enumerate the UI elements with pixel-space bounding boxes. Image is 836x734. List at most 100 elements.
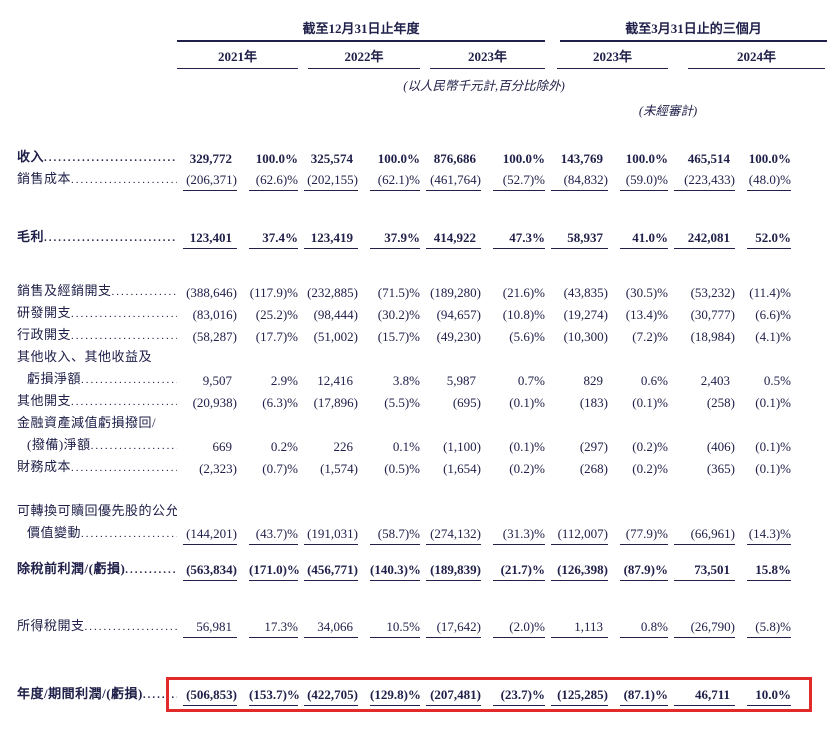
row-label: 銷售成本 bbox=[17, 169, 177, 191]
cell-value: 56,981 bbox=[177, 616, 237, 638]
cell-value: 143,769 bbox=[545, 147, 608, 169]
cell-value: 9,507 bbox=[177, 369, 237, 391]
cell-percent bbox=[608, 413, 668, 435]
cell-percent: (0.1)% bbox=[735, 435, 791, 457]
spacer-row bbox=[17, 545, 836, 559]
cell-value: 123,401 bbox=[177, 227, 237, 249]
dot-leader bbox=[44, 228, 177, 248]
cell-value: (51,002) bbox=[298, 325, 358, 347]
cell-value: 123,419 bbox=[298, 227, 358, 249]
percent-text: (0.1)% bbox=[632, 395, 669, 410]
cell-percent: (2.0)% bbox=[481, 616, 546, 638]
cell-percent: 0.7% bbox=[481, 369, 545, 391]
cell-percent: (10.8)% bbox=[481, 303, 545, 325]
cell-value: 73,501 bbox=[668, 559, 736, 581]
cell-value bbox=[177, 501, 237, 523]
cell-value bbox=[298, 501, 358, 523]
cell-value: (189,839) bbox=[420, 559, 481, 581]
cell-value: (297) bbox=[545, 435, 608, 457]
row-label-text: 銷售及經銷開支 bbox=[17, 283, 112, 298]
cell-value: (563,834) bbox=[177, 559, 237, 581]
cell-value: 242,081 bbox=[668, 227, 736, 249]
cell-value: (126,398) bbox=[545, 559, 609, 581]
value-text: 242,081 bbox=[674, 228, 736, 249]
value-text: 829 bbox=[583, 373, 604, 388]
cell-value: (125,285) bbox=[545, 684, 609, 712]
percent-text: (2.0)% bbox=[493, 617, 546, 638]
cell-percent: (5.6)% bbox=[481, 325, 545, 347]
cell-value bbox=[545, 347, 608, 369]
cell-value bbox=[668, 413, 735, 435]
row-label: 價值變動 bbox=[17, 523, 177, 545]
cell-percent: (6.6)% bbox=[735, 303, 791, 325]
value-text: (232,885) bbox=[307, 285, 358, 300]
cell-percent: 10.5% bbox=[358, 616, 420, 638]
spacer-cell bbox=[791, 347, 836, 369]
row-label: (撥備)淨額 bbox=[17, 435, 177, 457]
value-text: (17,642) bbox=[426, 617, 481, 638]
percent-text: (0.1)% bbox=[755, 395, 792, 410]
cell-percent: (31.3)% bbox=[481, 523, 546, 545]
cell-percent: (17.7)% bbox=[237, 325, 298, 347]
value-text: (53,232) bbox=[690, 285, 736, 300]
cell-percent bbox=[608, 347, 668, 369]
cell-percent bbox=[358, 501, 420, 523]
cell-percent: (21.7)% bbox=[481, 559, 546, 581]
table-row: 除稅前利潤/(虧損) (563,834) (171.0)%(456,771) (140… bbox=[17, 559, 836, 581]
percent-text: (117.9)% bbox=[249, 285, 298, 300]
cell-percent bbox=[237, 347, 298, 369]
value-text: (695) bbox=[452, 395, 481, 410]
percent-text: 100.0% bbox=[377, 151, 420, 166]
row-label: 其他開支 bbox=[17, 391, 177, 413]
header-spacer bbox=[17, 69, 177, 94]
currency-note: (以人民幣千元計,百分比除外) bbox=[403, 79, 565, 93]
value-text: (19,274) bbox=[563, 307, 609, 322]
percent-text: 41.0% bbox=[620, 228, 669, 249]
cell-value: 5,987 bbox=[420, 369, 481, 391]
percent-text: (7.2)% bbox=[632, 329, 669, 344]
cell-percent: 15.8% bbox=[735, 559, 792, 581]
cell-percent: (15.7)% bbox=[358, 325, 420, 347]
percent-text: 2.9% bbox=[270, 373, 298, 388]
value-text: 56,981 bbox=[183, 617, 237, 638]
cell-percent bbox=[735, 501, 791, 523]
cell-value: (1,100) bbox=[420, 435, 481, 457]
cell-value: (49,230) bbox=[420, 325, 481, 347]
percent-text: 0.5% bbox=[763, 373, 792, 388]
percent-text: 0.1% bbox=[392, 439, 420, 454]
value-text: 9,507 bbox=[202, 373, 232, 388]
cell-percent: (153.7)% bbox=[237, 684, 300, 712]
cell-percent bbox=[481, 413, 545, 435]
cell-value: 829 bbox=[545, 369, 608, 391]
spacer-cell bbox=[791, 391, 836, 413]
spacer-cell bbox=[791, 559, 836, 581]
col-header-q1-2024: 2024年 bbox=[668, 42, 836, 69]
value-text: 465,514 bbox=[687, 151, 731, 166]
percent-text: (10.8)% bbox=[502, 307, 546, 322]
value-text: (112,007) bbox=[551, 524, 609, 545]
value-text: 2,403 bbox=[700, 373, 731, 388]
row-label: 虧損淨額 bbox=[17, 369, 177, 391]
value-text: (191,031) bbox=[304, 524, 358, 545]
cell-value bbox=[177, 413, 237, 435]
cell-value: 329,772 bbox=[177, 147, 237, 169]
unaudited-note-row: (未經審計) bbox=[17, 94, 836, 119]
cell-value: (422,705) bbox=[298, 684, 358, 712]
cell-percent: (71.5)% bbox=[358, 281, 420, 303]
value-text: (189,839) bbox=[426, 560, 481, 581]
cell-percent bbox=[608, 501, 668, 523]
percent-text: (0.2)% bbox=[632, 461, 669, 476]
income-statement-table: 截至12月31日止年度 截至3月31日止的三個月 2021年 2022年 202… bbox=[17, 12, 836, 712]
value-text: (258) bbox=[706, 395, 736, 410]
cell-value: (206,371) bbox=[177, 169, 237, 191]
cell-value: (112,007) bbox=[545, 523, 609, 545]
row-label-text: 其他開支 bbox=[17, 393, 72, 408]
header-spacer bbox=[17, 94, 545, 119]
percent-text: (6.6)% bbox=[755, 307, 792, 322]
row-label-text: 行政開支 bbox=[17, 327, 72, 342]
cell-percent: (7.2)% bbox=[608, 325, 668, 347]
cell-value: (223,433) bbox=[668, 169, 736, 191]
value-text: (51,002) bbox=[313, 329, 358, 344]
spacer-cell bbox=[791, 523, 836, 545]
value-text: (126,398) bbox=[551, 560, 609, 581]
